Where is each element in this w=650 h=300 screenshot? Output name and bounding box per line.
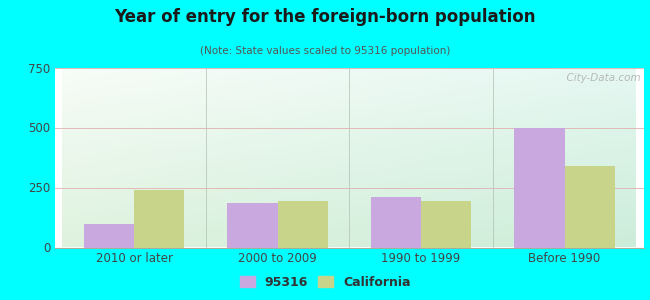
Text: Year of entry for the foreign-born population: Year of entry for the foreign-born popul… (114, 8, 536, 26)
Text: (Note: State values scaled to 95316 population): (Note: State values scaled to 95316 popu… (200, 46, 450, 56)
Bar (371, 197, 421, 248)
Bar (565, 166, 615, 247)
Bar (84, 224, 134, 248)
Text: City-Data.com: City-Data.com (560, 73, 640, 83)
Legend: 95316, California: 95316, California (235, 271, 415, 294)
Bar (278, 201, 328, 248)
Bar (421, 201, 471, 248)
Bar (514, 128, 565, 248)
Bar (227, 203, 278, 248)
Bar (134, 190, 185, 248)
